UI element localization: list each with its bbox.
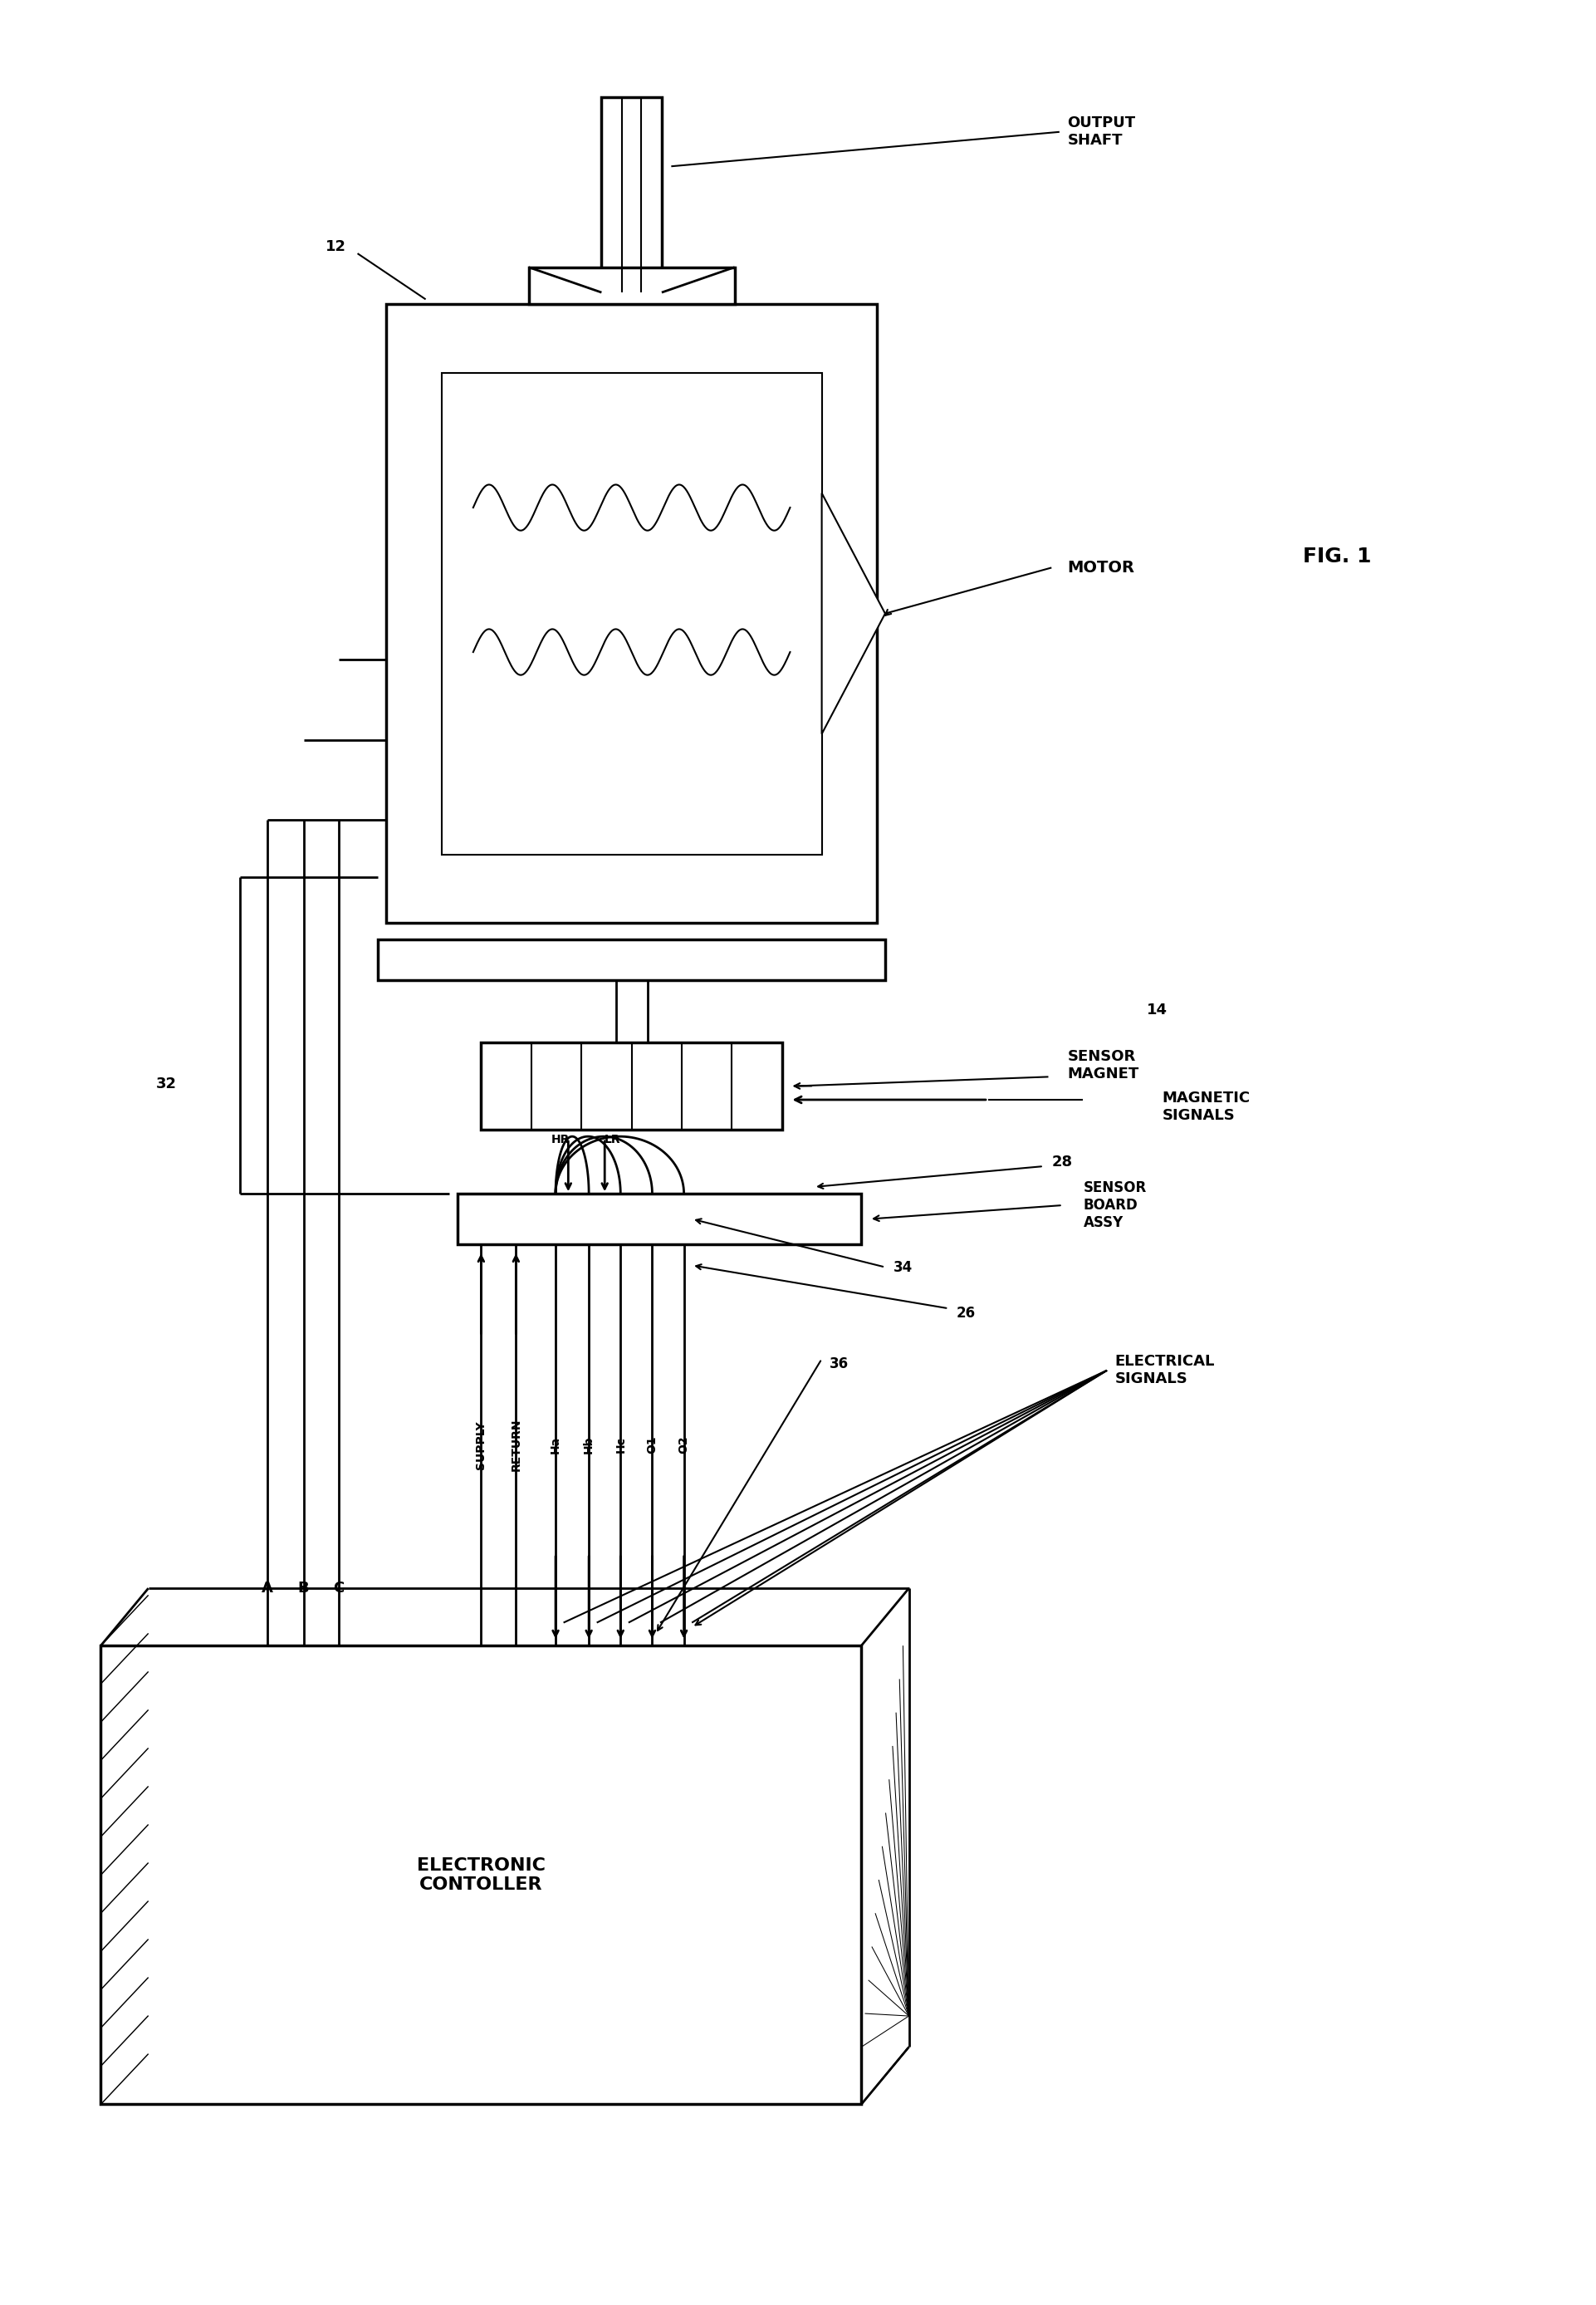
Text: O1: O1 — [646, 1436, 658, 1454]
Text: 36: 36 — [830, 1355, 849, 1371]
Text: B: B — [298, 1581, 310, 1595]
Text: O2: O2 — [678, 1436, 689, 1454]
Text: 34: 34 — [894, 1261, 913, 1275]
Text: OUTPUT
SHAFT: OUTPUT SHAFT — [1068, 115, 1136, 148]
Text: 26: 26 — [956, 1305, 975, 1321]
Text: SENSOR
MAGNET: SENSOR MAGNET — [1068, 1049, 1140, 1081]
Text: 28: 28 — [1052, 1155, 1073, 1169]
Text: FIG. 1: FIG. 1 — [1302, 546, 1371, 567]
Text: ELECTRICAL
SIGNALS: ELECTRICAL SIGNALS — [1116, 1355, 1215, 1388]
Text: SENSOR
BOARD
ASSY: SENSOR BOARD ASSY — [1084, 1180, 1146, 1231]
Text: ELECTRONIC
CONTOLLER: ELECTRONIC CONTOLLER — [417, 1858, 546, 1892]
Bar — [602, 97, 662, 293]
Bar — [101, 1646, 862, 2104]
Text: C: C — [334, 1581, 345, 1595]
Text: A: A — [262, 1581, 273, 1595]
Text: Hc: Hc — [614, 1436, 626, 1452]
Bar — [528, 267, 734, 304]
Bar — [378, 938, 886, 980]
Text: 32: 32 — [156, 1076, 177, 1090]
Bar — [386, 304, 878, 924]
Bar — [480, 1042, 782, 1129]
Text: RETURN: RETURN — [511, 1418, 522, 1471]
Bar — [442, 373, 822, 855]
Text: SUPPLY: SUPPLY — [476, 1420, 487, 1468]
Text: 12: 12 — [326, 240, 346, 254]
Text: 14: 14 — [1146, 1003, 1167, 1019]
Text: Ha: Ha — [549, 1436, 562, 1454]
Text: LR: LR — [605, 1134, 621, 1146]
Text: MOTOR: MOTOR — [1068, 560, 1135, 576]
Bar — [458, 1194, 862, 1245]
Text: MAGNETIC
SIGNALS: MAGNETIC SIGNALS — [1162, 1090, 1251, 1123]
Text: HR: HR — [551, 1134, 570, 1146]
Polygon shape — [822, 493, 886, 733]
Text: Hb: Hb — [583, 1436, 595, 1454]
